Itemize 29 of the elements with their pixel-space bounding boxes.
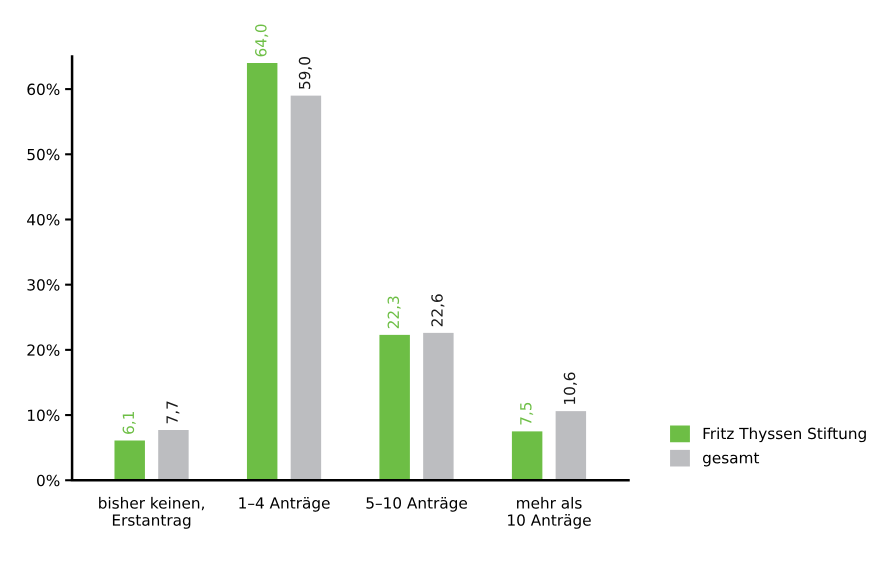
data-label: 7,5 [520, 402, 534, 425]
y-tick-label: 0% [37, 474, 60, 486]
bar [423, 332, 454, 480]
data-label: 22,3 [388, 296, 401, 328]
y-tick-label: 50% [27, 148, 60, 160]
bar [114, 440, 145, 480]
y-tick-label: 40% [27, 214, 60, 226]
data-label: 6,1 [122, 412, 136, 434]
bar [246, 63, 278, 480]
data-label: 10,6 [564, 372, 577, 404]
bar [290, 96, 322, 480]
data-label: 7,7 [166, 402, 180, 424]
x-tick-label: mehr als 10 Anträge [508, 496, 591, 529]
legend-label: Fritz Thyssen Stiftung [704, 427, 866, 442]
bar [379, 334, 410, 480]
x-tick-label: 1–4 Anträge [239, 496, 330, 512]
data-label: 59,0 [298, 57, 312, 89]
x-tick-label: bisher keinen, Erstantrag [99, 496, 204, 529]
bar [512, 431, 542, 480]
bar [556, 411, 586, 480]
data-label: 64,0 [255, 24, 268, 56]
bar [158, 430, 189, 480]
y-tick-label: 20% [27, 344, 60, 356]
legend-label: gesamt [702, 452, 760, 466]
data-label: 22,6 [431, 294, 444, 326]
y-tick-label: 30% [27, 279, 60, 291]
y-tick-label: 60% [27, 84, 60, 96]
x-tick-label: 5–10 Anträge [366, 496, 467, 512]
y-tick-label: 10% [28, 410, 60, 422]
